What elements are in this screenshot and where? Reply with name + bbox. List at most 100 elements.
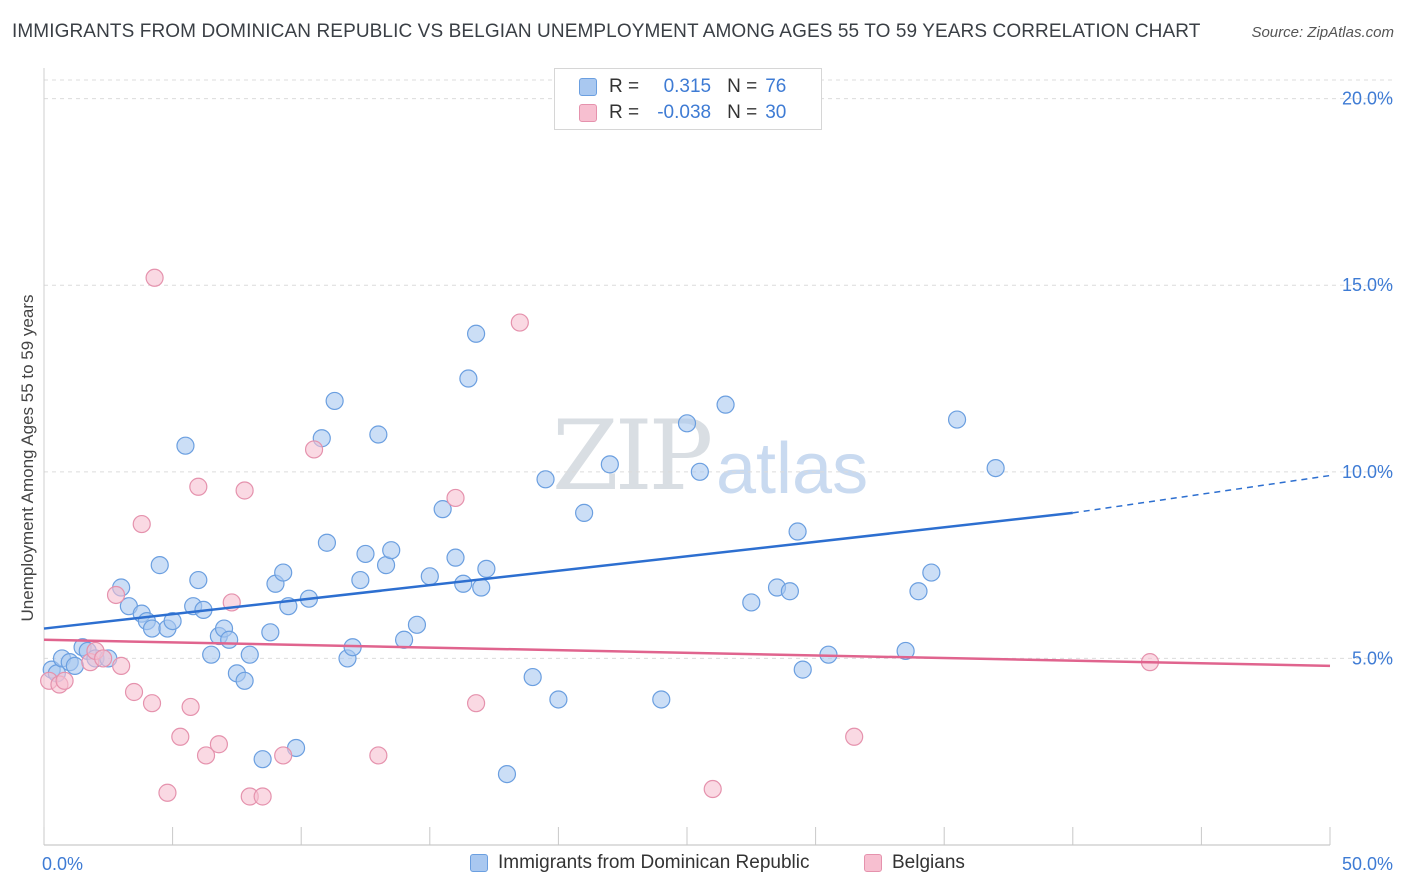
belgian-point [304,440,324,459]
dominican-point [652,690,671,709]
dominican-point [454,574,473,593]
dominican-point [65,656,84,675]
x-tick-label-min: 0.0% [42,854,83,874]
belgian-point [132,514,151,534]
legend-n-label: N = [727,102,758,123]
dominican-point [369,425,388,444]
belgian-point [845,727,864,746]
belgian-point [106,585,126,605]
dominican-point [986,458,1005,478]
belgian-point [235,481,254,500]
dominican-point [549,690,568,709]
source-label: Source: ZipAtlas.com [1251,24,1394,41]
belgian-point [112,656,131,675]
belgian-point [209,735,228,754]
legend-r-label: R = [609,76,640,97]
legend-r-value-belgians: -0.038 [657,102,712,123]
belgian-point [446,488,465,508]
y-tick-label: 15.0% [1342,275,1393,295]
dominican-point [477,559,496,578]
dominican-point [677,414,697,433]
belgian-point [703,779,722,799]
dominican-point [446,548,465,567]
dominican-point [142,619,162,638]
dominican-trend-line [43,511,1073,630]
belgian-point [55,671,74,690]
dominican-point [780,582,799,601]
dominican-point [261,623,280,642]
chart-title: IMMIGRANTS FROM DOMINICAN REPUBLIC VS BE… [12,21,1201,42]
dominican-point [420,567,439,586]
watermark-atlas: atlas [716,429,869,509]
belgian-point [196,746,216,765]
legend-row-dominican: R = 0.315 N = 76 [579,75,786,99]
dominican-point [220,630,239,649]
series-legend-swatch-belgians [864,854,882,872]
dominican-point [163,611,182,631]
dominican-trend-extension [1072,474,1331,514]
dominican-point [382,541,401,560]
belgian-point [189,477,208,496]
belgian-point [94,649,113,668]
y-tick-label: 10.0% [1342,462,1393,482]
dominican-point [788,522,807,541]
dominican-point [459,369,478,388]
dominican-point [317,533,337,552]
dominican-point [600,455,619,474]
legend-n-value-dominican: 76 [765,76,787,97]
dominican-point [922,563,941,582]
dominican-point [274,563,293,582]
series-legend: Immigrants from Dominican Republic Belgi… [0,852,1406,876]
dominican-point [472,578,491,597]
series-legend-label-belgians: Belgians [892,852,965,873]
belgian-point [510,313,529,332]
y-tick-label: 20.0% [1342,89,1393,109]
dominican-point [536,470,555,489]
belgian-point [171,727,190,746]
dominican-point [351,570,370,590]
dominican-point [947,410,967,429]
dominican-point [909,582,928,601]
dominican-point [742,593,761,612]
y-axis-label: Unemployment Among Ages 55 to 59 years [18,294,37,622]
series-legend-dominican: Immigrants from Dominican Republic [470,852,810,874]
dominican-point [523,667,542,687]
dominican-point [356,544,375,564]
legend-r-value-dominican: 0.315 [663,76,712,97]
belgian-point [274,746,293,765]
belgian-point [145,268,164,287]
legend-n-value-belgians: 30 [765,102,787,123]
dominican-point [325,391,344,411]
belgian-point [253,787,272,806]
belgian-point [158,783,177,802]
dominican-point [793,660,812,679]
dominican-point [433,500,452,519]
dominican-point [497,764,517,784]
dominican-point [575,503,594,522]
dominican-point [235,671,254,690]
series-legend-belgians: Belgians [864,852,965,874]
dominican-point [716,395,735,414]
belgian-point [142,694,162,713]
dominican-point [202,645,221,664]
x-tick-label-max: 50.0% [1342,854,1393,874]
belgian-point [124,682,144,702]
dominican-point [240,645,259,664]
dominican-point [176,436,195,455]
legend-n-label: N = [727,76,758,97]
dominican-point [690,462,709,481]
belgian-point [369,746,388,765]
dominican-point [150,556,169,575]
legend-r-label: R = [609,102,640,123]
y-tick-label: 5.0% [1352,648,1393,668]
dominican-point [407,615,427,634]
series-legend-swatch-dominican [470,854,488,872]
correlation-legend: R = 0.315 N = 76 R = -0.038 N = 30 [554,68,822,130]
dominican-point [896,641,915,661]
belgian-trend-line [43,638,1331,668]
legend-swatch-dominican [579,78,597,96]
belgian-point [466,694,486,713]
legend-swatch-belgians [579,104,597,122]
dominican-point [189,570,208,590]
